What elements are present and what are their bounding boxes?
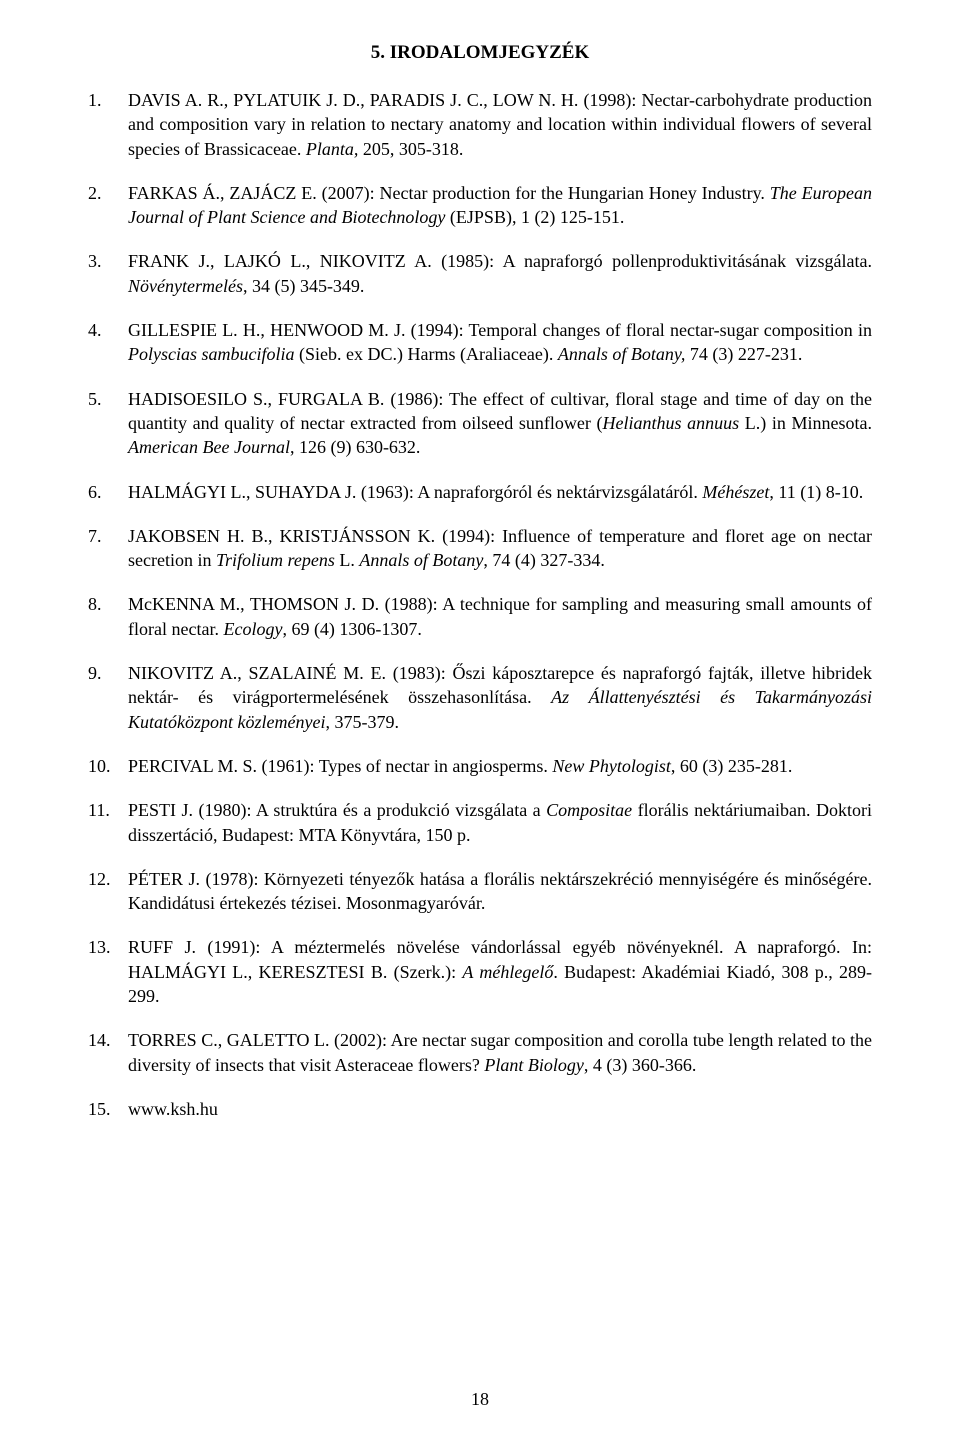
reference-text: FRANK J., LAJKÓ L., NIKOVITZ A. (1985): … [128,249,872,298]
reference-item: 9.NIKOVITZ A., SZALAINÉ M. E. (1983): Ős… [88,661,872,734]
reference-text: FARKAS Á., ZAJÁCZ E. (2007): Nectar prod… [128,181,872,230]
reference-list: 1.DAVIS A. R., PYLATUIK J. D., PARADIS J… [88,88,872,1121]
reference-item: 3.FRANK J., LAJKÓ L., NIKOVITZ A. (1985)… [88,249,872,298]
reference-item: 12.PÉTER J. (1978): Környezeti tényezők … [88,867,872,916]
reference-text: DAVIS A. R., PYLATUIK J. D., PARADIS J. … [128,88,872,161]
reference-number: 2. [88,181,128,230]
reference-item: 6.HALMÁGYI L., SUHAYDA J. (1963): A napr… [88,480,872,504]
reference-item: 15.www.ksh.hu [88,1097,872,1121]
page-number: 18 [0,1389,960,1410]
reference-item: 7.JAKOBSEN H. B., KRISTJÁNSSON K. (1994)… [88,524,872,573]
reference-text: PERCIVAL M. S. (1961): Types of nectar i… [128,754,872,778]
reference-text: PESTI J. (1980): A struktúra és a produk… [128,798,872,847]
reference-number: 13. [88,935,128,1008]
reference-item: 11.PESTI J. (1980): A struktúra és a pro… [88,798,872,847]
reference-text: TORRES C., GALETTO L. (2002): Are nectar… [128,1028,872,1077]
reference-number: 8. [88,592,128,641]
reference-number: 14. [88,1028,128,1077]
section-title: 5. IRODALOMJEGYZÉK [88,42,872,64]
reference-number: 1. [88,88,128,161]
reference-item: 5.HADISOESILO S., FURGALA B. (1986): The… [88,387,872,460]
reference-item: 10.PERCIVAL M. S. (1961): Types of necta… [88,754,872,778]
reference-text: PÉTER J. (1978): Környezeti tényezők hat… [128,867,872,916]
reference-number: 12. [88,867,128,916]
reference-text: HALMÁGYI L., SUHAYDA J. (1963): A napraf… [128,480,872,504]
reference-text: www.ksh.hu [128,1097,872,1121]
reference-number: 3. [88,249,128,298]
reference-number: 15. [88,1097,128,1121]
reference-text: JAKOBSEN H. B., KRISTJÁNSSON K. (1994): … [128,524,872,573]
reference-item: 14.TORRES C., GALETTO L. (2002): Are nec… [88,1028,872,1077]
reference-text: GILLESPIE L. H., HENWOOD M. J. (1994): T… [128,318,872,367]
reference-item: 2.FARKAS Á., ZAJÁCZ E. (2007): Nectar pr… [88,181,872,230]
reference-item: 8.McKENNA M., THOMSON J. D. (1988): A te… [88,592,872,641]
reference-item: 1.DAVIS A. R., PYLATUIK J. D., PARADIS J… [88,88,872,161]
reference-number: 5. [88,387,128,460]
reference-number: 4. [88,318,128,367]
reference-text: McKENNA M., THOMSON J. D. (1988): A tech… [128,592,872,641]
reference-number: 9. [88,661,128,734]
reference-number: 7. [88,524,128,573]
reference-item: 4.GILLESPIE L. H., HENWOOD M. J. (1994):… [88,318,872,367]
reference-number: 10. [88,754,128,778]
reference-text: HADISOESILO S., FURGALA B. (1986): The e… [128,387,872,460]
reference-text: RUFF J. (1991): A méztermelés növelése v… [128,935,872,1008]
page: 5. IRODALOMJEGYZÉK 1.DAVIS A. R., PYLATU… [0,0,960,1432]
reference-item: 13.RUFF J. (1991): A méztermelés növelés… [88,935,872,1008]
reference-text: NIKOVITZ A., SZALAINÉ M. E. (1983): Őszi… [128,661,872,734]
reference-number: 6. [88,480,128,504]
reference-number: 11. [88,798,128,847]
